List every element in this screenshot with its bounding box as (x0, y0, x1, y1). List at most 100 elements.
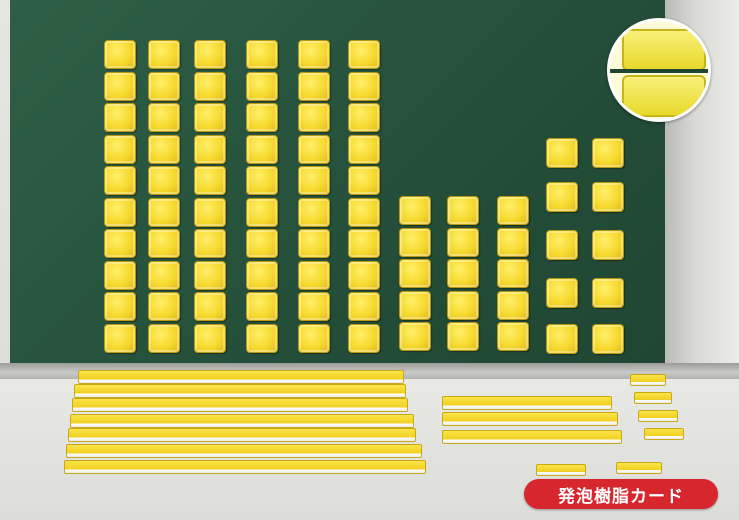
board-tile (104, 260, 136, 290)
table-card-row (442, 396, 612, 410)
board-tile (298, 71, 330, 101)
board-tile (348, 260, 380, 290)
board-tile (592, 138, 624, 168)
board-tile (104, 166, 136, 195)
board-tile (348, 197, 380, 227)
board-tile (194, 323, 226, 353)
board-tile (348, 323, 380, 353)
board-tile (104, 229, 136, 258)
board-tile (148, 292, 180, 321)
board-tile (246, 292, 278, 321)
board-tile (546, 230, 578, 260)
board-tile (592, 230, 624, 260)
board-tile (298, 323, 330, 353)
board-tile (447, 227, 479, 257)
board-tile (148, 166, 180, 195)
board-tile (546, 138, 578, 168)
board-tile (298, 134, 330, 164)
board-tile (447, 290, 479, 320)
table-card-row (442, 430, 622, 444)
board-tile (592, 182, 624, 212)
board-tile (104, 134, 136, 164)
board-tile (592, 324, 624, 354)
board-tile (246, 166, 278, 195)
board-tile (546, 324, 578, 354)
board-tile (298, 166, 330, 195)
table-card-row (64, 460, 426, 474)
board-tile (148, 71, 180, 101)
table-card-row (78, 370, 404, 384)
board-tile (592, 278, 624, 308)
board-tile (497, 290, 529, 320)
board-tile (148, 260, 180, 290)
board-tile (246, 260, 278, 290)
board-tile (399, 227, 431, 257)
board-tile (298, 103, 330, 132)
board-tile (148, 197, 180, 227)
table-card-row (72, 398, 408, 412)
table-card-row (70, 414, 414, 428)
board-tile (497, 259, 529, 288)
board-tile (104, 40, 136, 69)
board-tile (546, 182, 578, 212)
board-tile (497, 196, 529, 225)
board-tile (246, 103, 278, 132)
board-tile (246, 71, 278, 101)
board-tile (298, 260, 330, 290)
board-tile (104, 292, 136, 321)
board-tile (348, 166, 380, 195)
board-tile (298, 40, 330, 69)
board-tile (246, 40, 278, 69)
board-tile (348, 292, 380, 321)
board-tile (194, 292, 226, 321)
table-card-piece (536, 464, 586, 476)
board-tile (194, 197, 226, 227)
board-tile (148, 229, 180, 258)
board-tile (348, 103, 380, 132)
board-tile (148, 103, 180, 132)
board-tile (194, 166, 226, 195)
table-card-row (74, 384, 406, 398)
table-card-piece (616, 462, 662, 474)
board-tile (298, 197, 330, 227)
board-tile (148, 134, 180, 164)
product-label-badge: 発泡樹脂カード (524, 479, 718, 509)
board-tile (447, 322, 479, 351)
table-card-row (442, 412, 618, 426)
board-tile (497, 227, 529, 257)
table-card-piece (634, 392, 672, 404)
board-tile (348, 71, 380, 101)
zoom-tile-bottom (622, 75, 706, 117)
board-tile (399, 259, 431, 288)
board-tile (447, 259, 479, 288)
board-tile (298, 229, 330, 258)
zoom-tile-top (622, 29, 706, 71)
board-tile (104, 323, 136, 353)
board-tile (497, 322, 529, 351)
table-card-piece (638, 410, 678, 422)
board-tile (194, 40, 226, 69)
board-tile (148, 323, 180, 353)
zoom-seam (610, 69, 708, 73)
table-card-piece (630, 374, 666, 386)
table-card-piece (644, 428, 684, 440)
board-tile (194, 103, 226, 132)
board-tile (348, 134, 380, 164)
board-tile (399, 322, 431, 351)
board-tile (399, 196, 431, 225)
board-tile (194, 134, 226, 164)
board-tile (348, 40, 380, 69)
board-tile (246, 134, 278, 164)
board-tile (194, 229, 226, 258)
board-tile (246, 229, 278, 258)
board-tile (104, 197, 136, 227)
board-tile (246, 323, 278, 353)
board-tile (104, 71, 136, 101)
board-tile (246, 197, 278, 227)
zoom-inset (607, 18, 711, 122)
board-tile (298, 292, 330, 321)
table-card-row (68, 428, 416, 442)
table-card-row (66, 444, 422, 458)
board-tile (399, 290, 431, 320)
